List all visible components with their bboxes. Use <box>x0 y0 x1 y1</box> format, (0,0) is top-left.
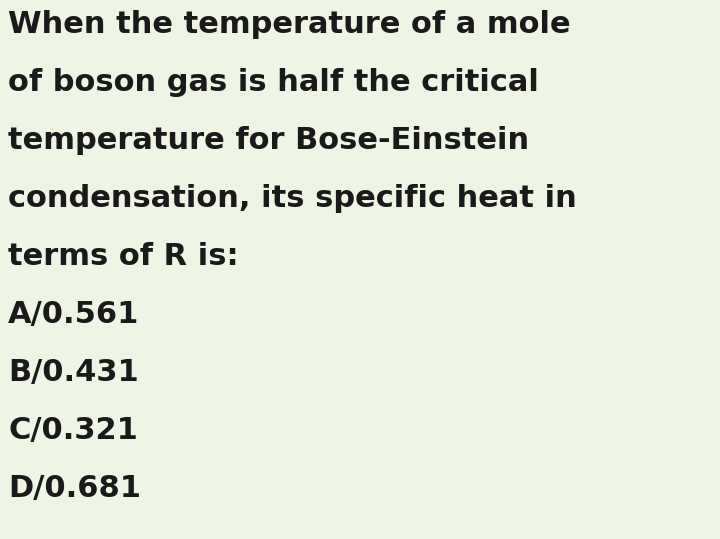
Text: condensation, its specific heat in: condensation, its specific heat in <box>8 184 577 213</box>
Text: terms of R is:: terms of R is: <box>8 242 238 271</box>
Text: B/0.431: B/0.431 <box>8 358 139 387</box>
Text: When the temperature of a mole: When the temperature of a mole <box>8 10 571 39</box>
Text: temperature for Bose-Einstein: temperature for Bose-Einstein <box>8 126 529 155</box>
Text: A/0.561: A/0.561 <box>8 300 140 329</box>
Text: D/0.681: D/0.681 <box>8 474 141 503</box>
Text: C/0.321: C/0.321 <box>8 416 138 445</box>
Text: of boson gas is half the critical: of boson gas is half the critical <box>8 68 539 97</box>
